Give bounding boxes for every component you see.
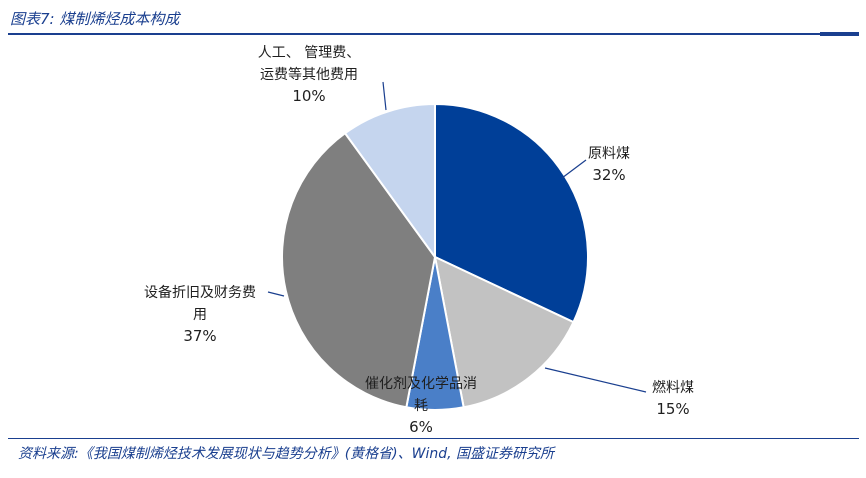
leader-line (382, 81, 387, 111)
leader-line (267, 291, 285, 297)
slice-label: 用 (193, 307, 207, 323)
slice-label: 原料煤 (588, 146, 630, 162)
slice-label: 人工、 管理费、 (258, 45, 360, 61)
slice-percent-label: 32% (592, 166, 625, 184)
leader-line (544, 367, 647, 393)
slice-percent-label: 15% (656, 400, 689, 418)
slice-percent-label: 6% (409, 418, 433, 436)
source-note: 资料来源:《我国煤制烯烃技术发展现状与趋势分析》(黄格省)、Wind, 国盛证券… (18, 446, 555, 462)
footer-rule (8, 438, 859, 439)
slice-percent-label: 10% (292, 87, 325, 105)
pie-slice (281, 131, 437, 409)
pie-slice (434, 102, 589, 324)
slice-label: 耗 (414, 398, 428, 414)
slice-label: 催化剂及化学品消 (365, 376, 477, 392)
slice-label: 运费等其他费用 (260, 66, 358, 83)
chart-title: 图表7: 煤制烯烃成本构成 (10, 10, 180, 28)
header-rule-accent (820, 32, 859, 36)
slice-label: 燃料煤 (652, 379, 694, 396)
pie-slice (343, 102, 436, 261)
slice-label: 设备折旧及财务费 (144, 284, 256, 301)
header-rule (8, 33, 859, 35)
leader-line (561, 159, 587, 179)
pie-slice (433, 255, 575, 409)
slice-percent-label: 37% (183, 327, 216, 345)
